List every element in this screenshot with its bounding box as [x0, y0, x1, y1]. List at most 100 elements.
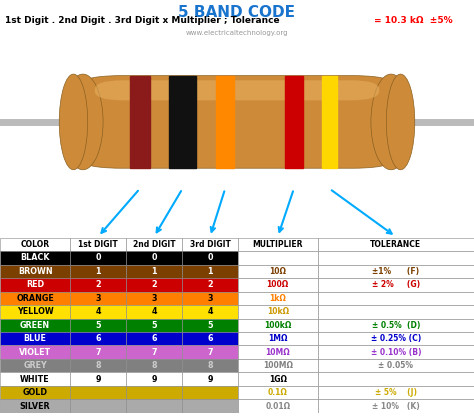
- Text: 4: 4: [95, 307, 101, 316]
- Bar: [238, 332, 318, 345]
- Text: 6: 6: [207, 334, 213, 343]
- Text: 10Ω: 10Ω: [269, 267, 286, 276]
- Bar: [70, 399, 126, 413]
- Text: 4: 4: [151, 307, 157, 316]
- Bar: [0, 238, 70, 251]
- Bar: [70, 278, 126, 291]
- Text: 5: 5: [151, 321, 157, 330]
- Text: 6: 6: [151, 334, 157, 343]
- Bar: [182, 319, 238, 332]
- Text: 5: 5: [95, 321, 101, 330]
- Ellipse shape: [59, 74, 88, 170]
- Bar: [318, 251, 474, 265]
- Text: 1st Digit . 2nd Digit . 3rd Digit x Multiplier ; Tolerance: 1st Digit . 2nd Digit . 3rd Digit x Mult…: [5, 16, 283, 25]
- Text: BROWN: BROWN: [18, 267, 53, 276]
- Bar: [0, 319, 70, 332]
- Text: COLOR: COLOR: [20, 240, 50, 249]
- Bar: [126, 345, 182, 359]
- Bar: [0, 291, 70, 305]
- Bar: [0, 372, 70, 386]
- Bar: [238, 291, 318, 305]
- FancyBboxPatch shape: [73, 75, 401, 168]
- Bar: [318, 332, 474, 345]
- Ellipse shape: [63, 74, 103, 170]
- Bar: [0, 332, 70, 345]
- Text: 100Ω: 100Ω: [267, 280, 289, 289]
- Bar: [126, 251, 182, 265]
- Text: ± 0.5%  (D): ± 0.5% (D): [372, 321, 420, 330]
- Bar: [126, 399, 182, 413]
- Text: ±1%      (F): ±1% (F): [372, 267, 419, 276]
- Text: 2: 2: [151, 280, 157, 289]
- Bar: [126, 265, 182, 278]
- Bar: [70, 291, 126, 305]
- Bar: [238, 238, 318, 251]
- Text: 100MΩ: 100MΩ: [263, 361, 293, 370]
- Text: 1: 1: [207, 267, 213, 276]
- Text: 4: 4: [207, 307, 213, 316]
- Text: 8: 8: [207, 361, 213, 370]
- Bar: [182, 386, 238, 399]
- Text: 8: 8: [95, 361, 101, 370]
- Bar: [238, 305, 318, 319]
- Bar: [238, 359, 318, 372]
- Text: GREEN: GREEN: [20, 321, 50, 330]
- Bar: [0, 399, 70, 413]
- Text: 0: 0: [207, 254, 213, 262]
- Bar: [318, 238, 474, 251]
- Bar: [318, 372, 474, 386]
- Text: www.electricaltechnology.org: www.electricaltechnology.org: [186, 30, 288, 36]
- Text: ORANGE: ORANGE: [16, 294, 54, 303]
- Text: WHITE: WHITE: [20, 374, 50, 384]
- Bar: [70, 359, 126, 372]
- Bar: [0, 345, 70, 359]
- Bar: [182, 278, 238, 291]
- Text: 2: 2: [95, 280, 101, 289]
- Text: 1kΩ: 1kΩ: [269, 294, 286, 303]
- Text: 9: 9: [207, 374, 213, 384]
- Bar: [182, 359, 238, 372]
- Text: SILVER: SILVER: [20, 402, 50, 411]
- Text: 7: 7: [207, 348, 213, 357]
- Text: 3: 3: [95, 294, 101, 303]
- Text: 0: 0: [151, 254, 157, 262]
- Text: MULTIPLIER: MULTIPLIER: [253, 240, 303, 249]
- Bar: [182, 238, 238, 251]
- Text: 3: 3: [151, 294, 157, 303]
- Text: 5 BAND CODE: 5 BAND CODE: [179, 5, 295, 20]
- Bar: [238, 251, 318, 265]
- Text: ± 2%     (G): ± 2% (G): [372, 280, 420, 289]
- Bar: [238, 319, 318, 332]
- Bar: [126, 305, 182, 319]
- Bar: [0, 265, 70, 278]
- Bar: [322, 75, 337, 168]
- Text: TOLERANCE: TOLERANCE: [370, 240, 421, 249]
- Bar: [0, 359, 70, 372]
- Bar: [126, 238, 182, 251]
- Bar: [70, 372, 126, 386]
- Text: 2: 2: [207, 280, 213, 289]
- Text: 7: 7: [151, 348, 157, 357]
- Ellipse shape: [386, 74, 415, 170]
- Bar: [0, 251, 70, 265]
- Bar: [70, 386, 126, 399]
- Text: 5: 5: [207, 321, 213, 330]
- Text: 6: 6: [95, 334, 101, 343]
- Text: 1st DIGIT: 1st DIGIT: [78, 240, 118, 249]
- Text: 0.01Ω: 0.01Ω: [265, 402, 291, 411]
- Bar: [70, 319, 126, 332]
- Bar: [126, 372, 182, 386]
- Bar: [318, 265, 474, 278]
- Bar: [126, 359, 182, 372]
- Bar: [238, 399, 318, 413]
- Bar: [70, 305, 126, 319]
- Text: 1MΩ: 1MΩ: [268, 334, 288, 343]
- Text: 3rd DIGIT: 3rd DIGIT: [190, 240, 230, 249]
- Bar: [318, 291, 474, 305]
- Bar: [238, 386, 318, 399]
- Bar: [238, 278, 318, 291]
- Bar: [169, 75, 195, 168]
- Text: 2nd DIGIT: 2nd DIGIT: [133, 240, 175, 249]
- Bar: [285, 75, 303, 168]
- Text: VIOLET: VIOLET: [19, 348, 51, 357]
